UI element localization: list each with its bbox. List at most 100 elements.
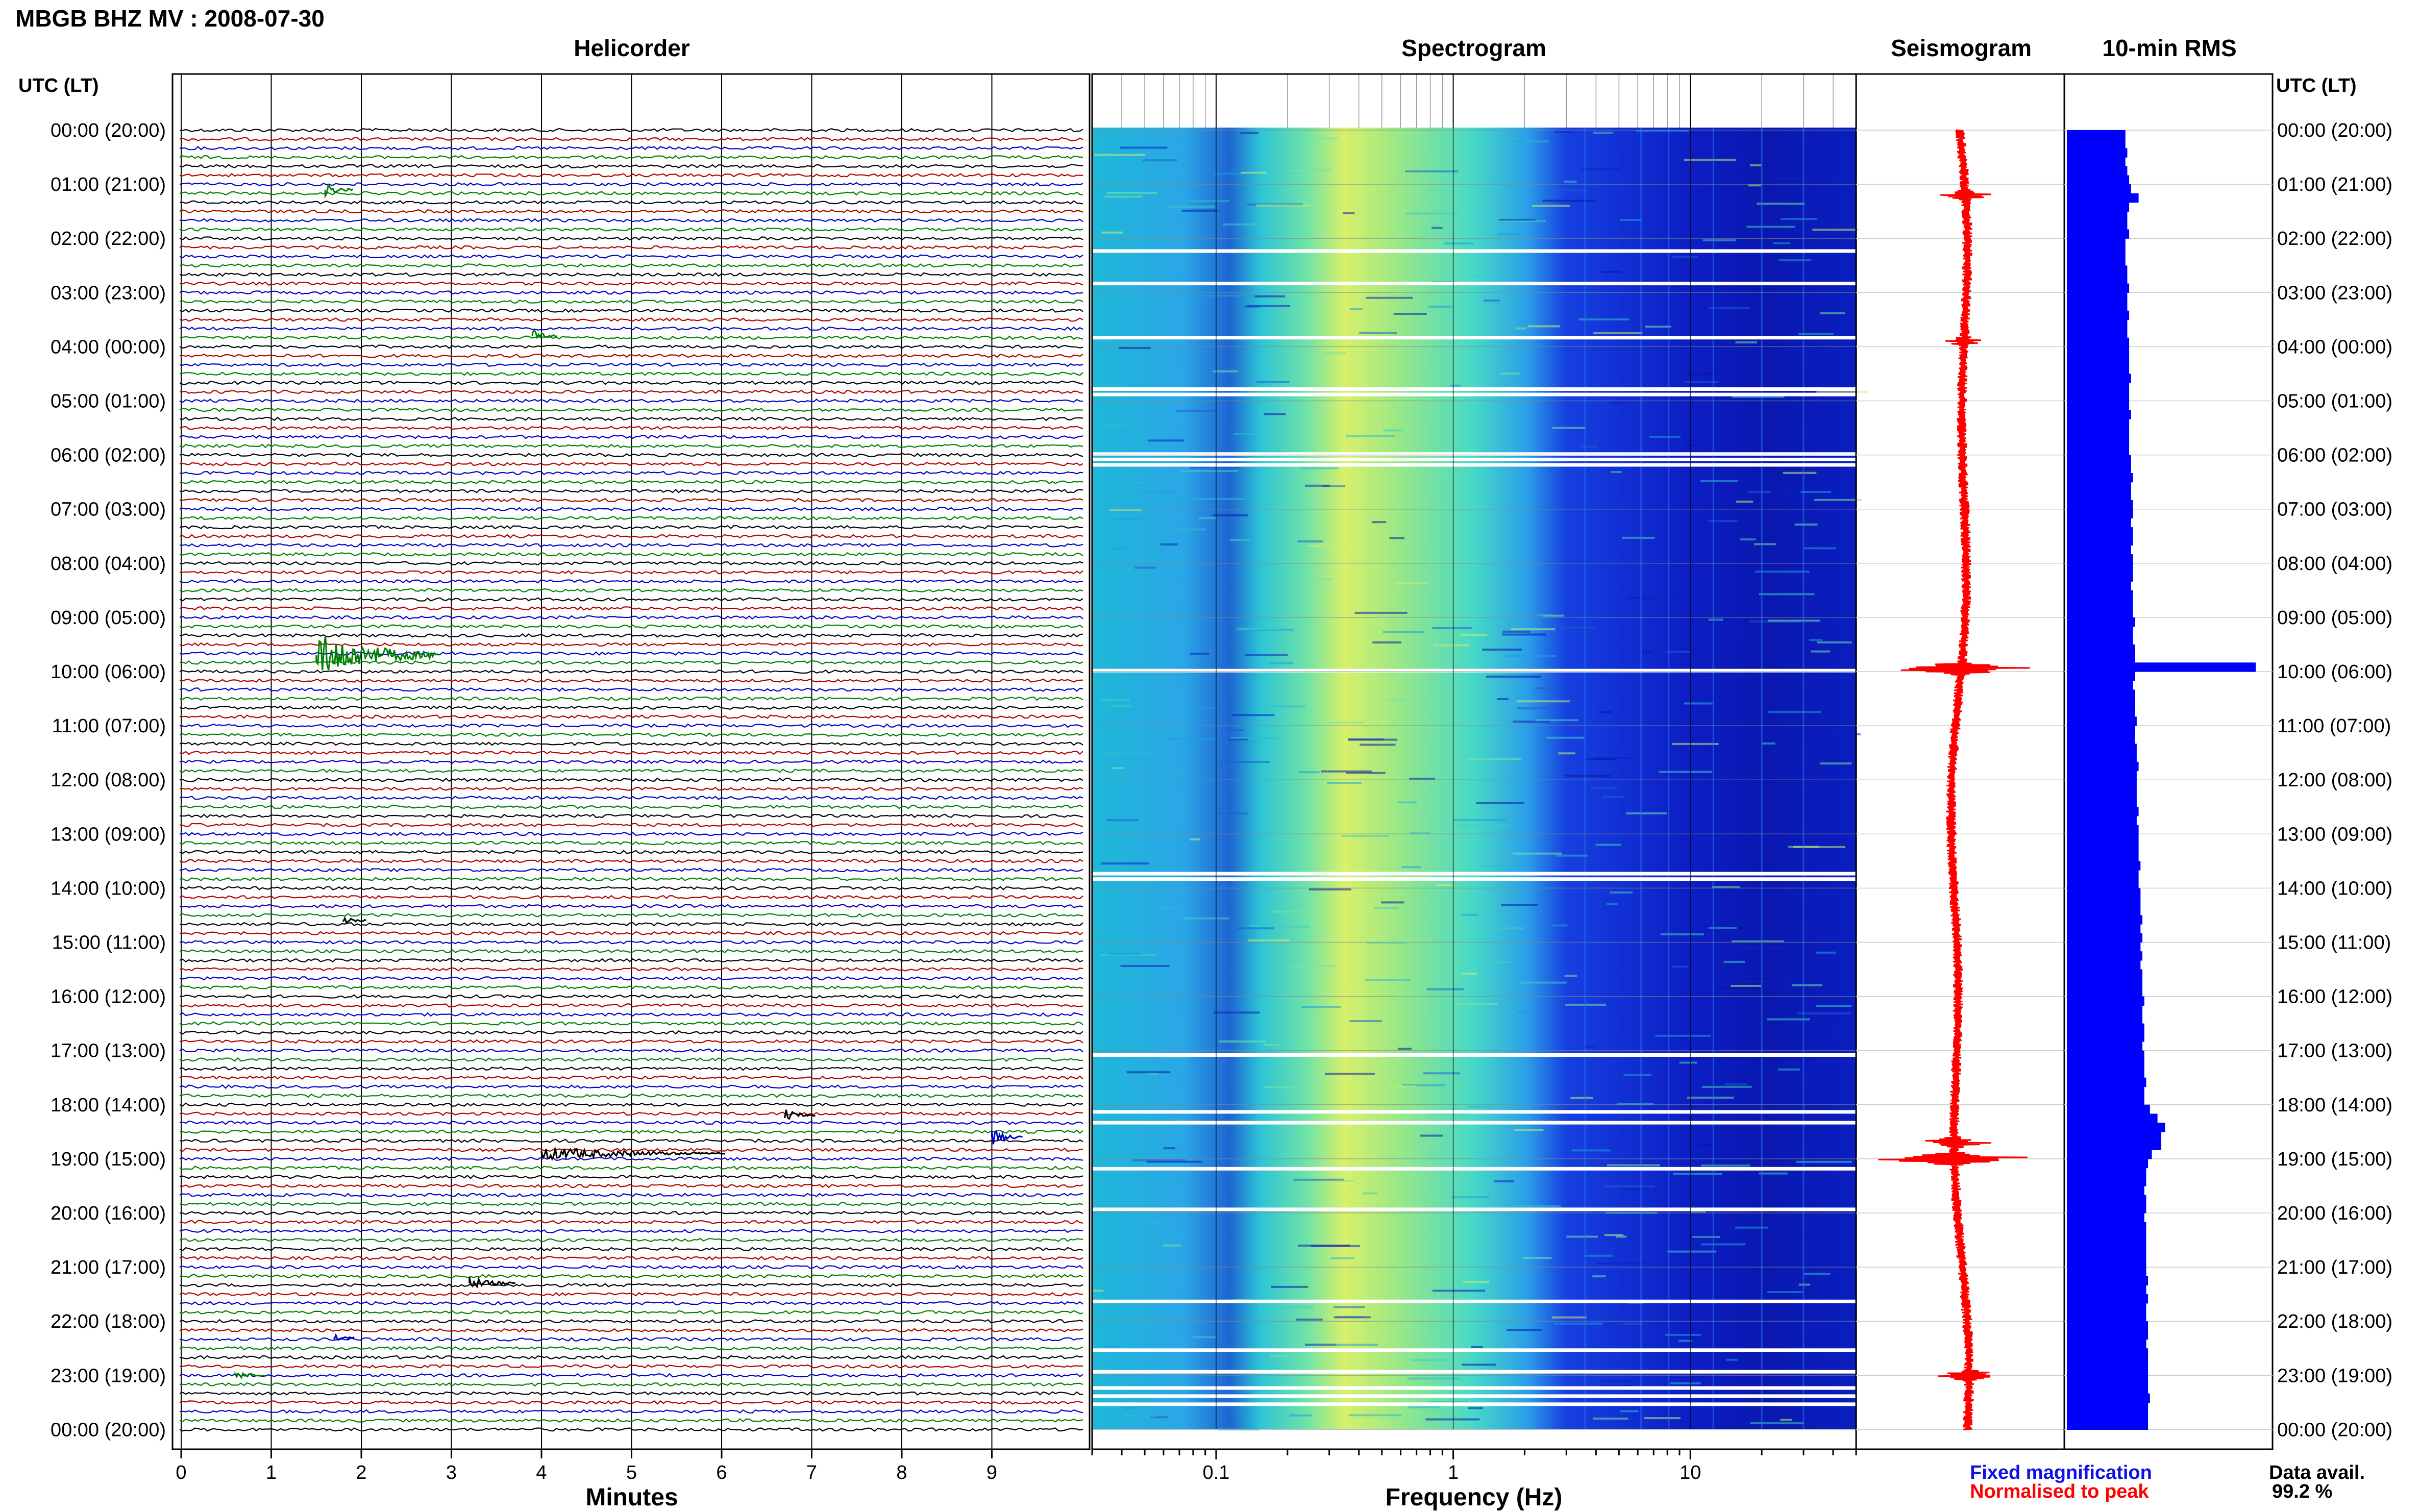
spectrogram-cell [1578, 318, 1630, 320]
spectrogram-cell [1499, 220, 1546, 222]
rms-bar [2067, 1411, 2149, 1421]
helicorder-trace-line [179, 831, 1083, 836]
spectrogram-cell [1410, 832, 1430, 834]
spectrogram-cell [1620, 1410, 1639, 1412]
right-axis-label: UTC (LT) [2276, 75, 2357, 96]
spectrogram-cell [1623, 1074, 1652, 1076]
spectrogram-cell [1800, 491, 1831, 493]
helicorder-trace-line [179, 507, 1083, 511]
helicorder-trace-line [179, 453, 1083, 457]
spectrogram-cell [1411, 1359, 1449, 1361]
helicorder-trace-line [179, 245, 1083, 250]
spectrogram-panel: 0.1 1 10 [1091, 73, 1868, 1483]
rms-bar [2067, 978, 2142, 988]
spectrogram-cell [1190, 653, 1210, 655]
helicorder-trace-line [179, 1319, 1083, 1324]
rms-bar [2067, 1303, 2146, 1313]
spectrogram-cell [1542, 614, 1564, 617]
spectrogram-cell [1555, 189, 1586, 191]
rms-bar [2067, 852, 2139, 861]
spectrogram-cell [1402, 1423, 1420, 1426]
rms-bar [2067, 716, 2137, 726]
spectrogram-cell [1349, 308, 1363, 310]
helicorder-trace-line [179, 1021, 1083, 1026]
spectrogram-cell [1649, 435, 1681, 438]
helicorder-trace-line [179, 281, 1083, 286]
left-time-label: 02:00 (22:00) [51, 228, 166, 250]
spectrogram-cell [1324, 1073, 1375, 1075]
rms-bar [2067, 771, 2137, 780]
spectrogram-cell [1486, 675, 1541, 678]
spectrogram-cell [1270, 926, 1310, 928]
spectrogram-cell [1511, 628, 1556, 631]
spectrogram-cell [1758, 407, 1794, 409]
spectrogram-cell [1641, 650, 1653, 653]
rms-bar [2067, 1240, 2146, 1250]
left-time-label: 04:00 (00:00) [51, 336, 166, 358]
rms-bar [2067, 1185, 2144, 1196]
spectrogram-cell [1684, 381, 1718, 383]
spectrogram-cell [1592, 1417, 1628, 1420]
spectrogram-cell [1401, 866, 1422, 869]
spectrogram-cell [1602, 796, 1624, 798]
spectrogram-cell [1617, 1103, 1653, 1105]
spectrogram-cell [1678, 1340, 1692, 1342]
right-time-label: 14:00 (10:00) [2277, 878, 2392, 899]
helicorder-trace-line [179, 272, 1083, 277]
left-time-label: 16:00 (12:00) [51, 986, 166, 1008]
rms-bar [2067, 554, 2133, 564]
spectrogram-cell [1246, 305, 1291, 307]
spectrogram-cell [1527, 325, 1560, 328]
helicorder-event-burst [991, 1130, 1023, 1145]
spectrogram-cell [1581, 168, 1621, 171]
rms-bar [2067, 1042, 2142, 1051]
spectrogram-cell [1791, 984, 1822, 986]
spectrogram-cell [1747, 490, 1771, 493]
spectrogram-cell [1214, 1011, 1260, 1014]
spectrogram-cell [1606, 903, 1618, 905]
spectrogram-cell [1160, 543, 1178, 546]
spectrogram-x-tick-label: 10 [1680, 1462, 1701, 1483]
helicorder-trace-line [179, 1138, 1083, 1143]
helicorder-trace-line [179, 597, 1083, 602]
right-time-label: 00:00 (20:00) [2277, 120, 2392, 141]
rms-bar [2067, 1348, 2149, 1358]
left-time-label: 14:00 (10:00) [51, 878, 166, 899]
helicorder-trace-line [179, 299, 1083, 304]
spectrogram-cell [1104, 424, 1128, 427]
rms-bar [2067, 1258, 2146, 1268]
spectrogram-cell [1233, 433, 1255, 435]
helicorder-trace-line [179, 1220, 1083, 1224]
helicorder-trace-line [179, 209, 1083, 214]
spectrogram-cell [1482, 864, 1512, 867]
rms-bar [2067, 662, 2256, 672]
rms-bar [2067, 825, 2139, 834]
spectrogram-cell [1816, 733, 1861, 736]
spectrogram-cell [1578, 445, 1598, 448]
spectrogram-cell [1684, 702, 1713, 705]
helicorder-trace-line [179, 678, 1083, 683]
helicorder-trace-line [179, 850, 1083, 855]
spectrogram-cell [1776, 177, 1825, 180]
helicorder-trace-line [179, 904, 1083, 909]
helicorder-trace-line [179, 1373, 1083, 1378]
right-time-label: 03:00 (23:00) [2277, 282, 2392, 304]
spectrogram-gap [1092, 1207, 1856, 1211]
spectrogram-cell [1659, 771, 1712, 773]
helicorder-trace-line [179, 1084, 1083, 1089]
helicorder-trace-line [179, 173, 1083, 178]
spectrogram-cell [1505, 655, 1557, 657]
rms-bar [2067, 753, 2137, 762]
helicorder-trace-line [179, 1057, 1083, 1062]
spectrogram-cell [1684, 159, 1737, 161]
spectrogram-cell [1193, 1336, 1216, 1339]
right-time-label: 15:00 (11:00) [2277, 932, 2391, 954]
left-time-label: 07:00 (03:00) [51, 499, 166, 520]
right-time-label: 05:00 (01:00) [2277, 391, 2392, 412]
spectrogram-cell [1767, 1018, 1810, 1021]
helicorder-x-tick-label: 8 [896, 1462, 907, 1483]
spectrogram-cell [1461, 913, 1478, 916]
helicorder-trace-line [179, 588, 1083, 593]
spectrogram-cell [1535, 719, 1578, 722]
